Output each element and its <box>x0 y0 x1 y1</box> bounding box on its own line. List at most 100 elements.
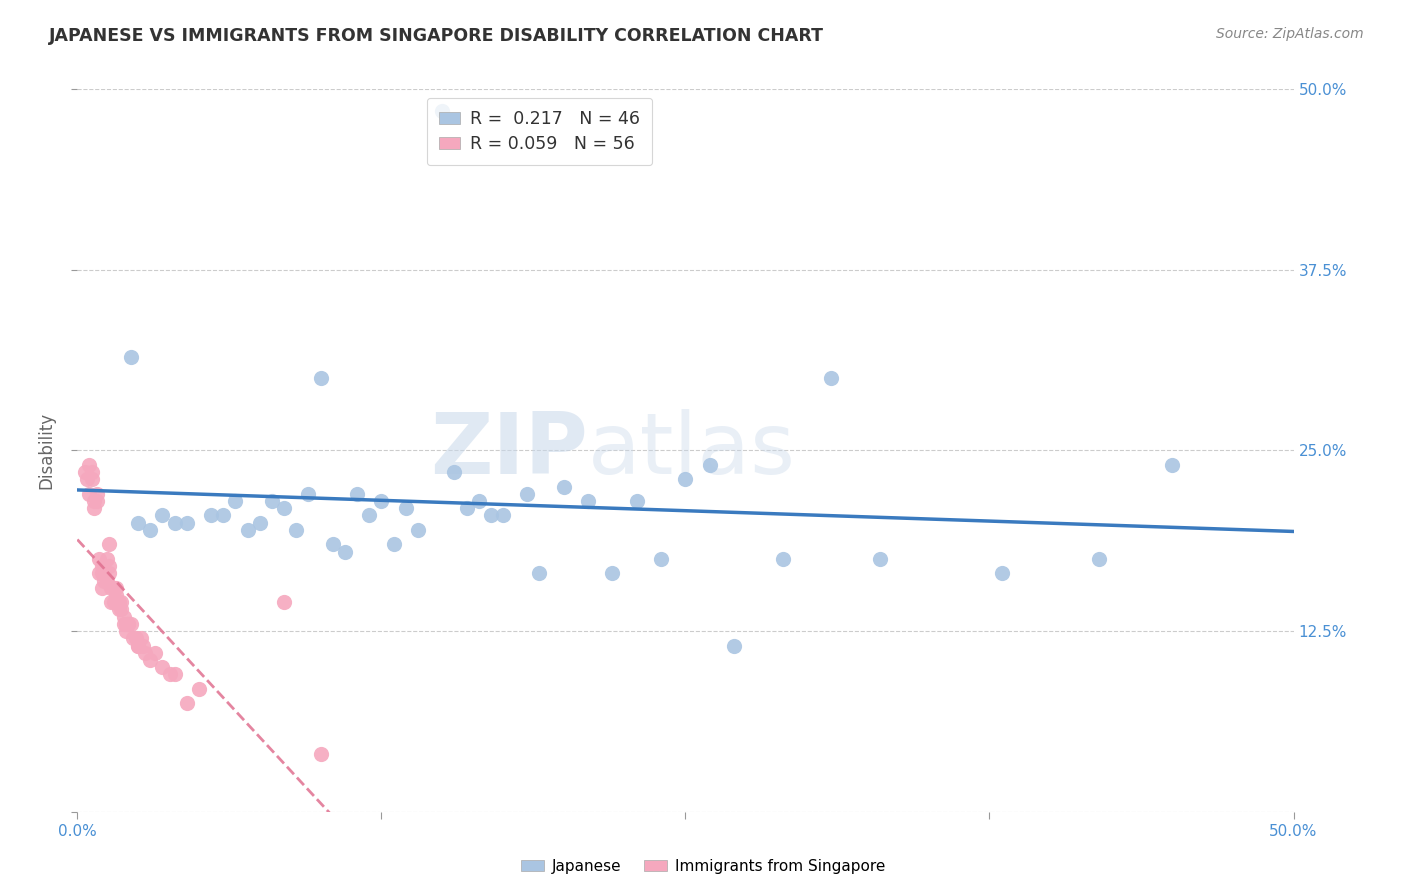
Point <box>309 747 332 761</box>
Point <box>492 508 515 523</box>
Y-axis label: Disability: Disability <box>38 412 56 489</box>
Point <box>309 371 332 385</box>
Point <box>112 616 135 631</box>
Point <box>285 523 308 537</box>
Point <box>553 480 575 494</box>
Text: Source: ZipAtlas.com: Source: ZipAtlas.com <box>1216 27 1364 41</box>
Point <box>456 501 478 516</box>
Point <box>97 566 120 581</box>
Point <box>443 465 465 479</box>
Point <box>772 551 794 566</box>
Point <box>120 616 142 631</box>
Point <box>159 667 181 681</box>
Point <box>125 632 148 646</box>
Point <box>163 516 186 530</box>
Point <box>107 595 129 609</box>
Point <box>346 487 368 501</box>
Point <box>127 516 149 530</box>
Point <box>516 487 538 501</box>
Point <box>650 551 672 566</box>
Point <box>406 523 429 537</box>
Point <box>152 660 174 674</box>
Point <box>163 667 186 681</box>
Point <box>79 487 101 501</box>
Point <box>76 472 98 486</box>
Point <box>90 581 112 595</box>
Text: ZIP: ZIP <box>430 409 588 492</box>
Point <box>89 551 111 566</box>
Point <box>273 501 295 516</box>
Point <box>1161 458 1184 472</box>
Point <box>152 508 174 523</box>
Point <box>260 494 283 508</box>
Point <box>90 559 112 574</box>
Point <box>97 559 120 574</box>
Point <box>96 574 118 588</box>
Point <box>212 508 235 523</box>
Point <box>96 551 118 566</box>
Point <box>132 639 155 653</box>
Point <box>103 581 125 595</box>
Point <box>134 646 156 660</box>
Point <box>112 609 135 624</box>
Legend: R =  0.217   N = 46, R = 0.059   N = 56: R = 0.217 N = 46, R = 0.059 N = 56 <box>426 98 652 165</box>
Point <box>97 537 120 551</box>
Text: atlas: atlas <box>588 409 796 492</box>
Point <box>129 632 152 646</box>
Point <box>176 696 198 710</box>
Point <box>103 595 125 609</box>
Point <box>115 624 138 639</box>
Point <box>249 516 271 530</box>
Point <box>90 566 112 581</box>
Point <box>93 574 115 588</box>
Point <box>529 566 551 581</box>
Point <box>100 595 122 609</box>
Point <box>176 516 198 530</box>
Point <box>120 350 142 364</box>
Point <box>86 487 108 501</box>
Point <box>297 487 319 501</box>
Point <box>143 646 166 660</box>
Point <box>576 494 599 508</box>
Point <box>395 501 418 516</box>
Point <box>89 566 111 581</box>
Point <box>79 458 101 472</box>
Text: JAPANESE VS IMMIGRANTS FROM SINGAPORE DISABILITY CORRELATION CHART: JAPANESE VS IMMIGRANTS FROM SINGAPORE DI… <box>49 27 824 45</box>
Point <box>80 465 103 479</box>
Point <box>990 566 1012 581</box>
Point <box>322 537 344 551</box>
Point <box>115 616 138 631</box>
Point <box>1088 551 1111 566</box>
Point <box>382 537 405 551</box>
Point <box>675 472 697 486</box>
Point <box>86 494 108 508</box>
Point <box>359 508 381 523</box>
Point <box>127 639 149 653</box>
Point <box>820 371 842 385</box>
Point <box>869 551 891 566</box>
Point <box>236 523 259 537</box>
Point <box>107 602 129 616</box>
Point <box>127 639 149 653</box>
Point <box>699 458 721 472</box>
Point <box>122 632 145 646</box>
Point <box>723 639 745 653</box>
Point <box>117 616 139 631</box>
Point <box>188 681 211 696</box>
Point <box>83 501 105 516</box>
Point <box>103 581 125 595</box>
Point <box>93 566 115 581</box>
Point <box>139 523 162 537</box>
Point <box>370 494 392 508</box>
Point <box>105 588 128 602</box>
Point <box>139 653 162 667</box>
Point <box>117 616 139 631</box>
Point <box>224 494 246 508</box>
Point <box>110 602 132 616</box>
Point <box>80 472 103 486</box>
Point <box>479 508 502 523</box>
Point <box>83 494 105 508</box>
Point <box>105 581 128 595</box>
Point <box>110 595 132 609</box>
Legend: Japanese, Immigrants from Singapore: Japanese, Immigrants from Singapore <box>515 853 891 880</box>
